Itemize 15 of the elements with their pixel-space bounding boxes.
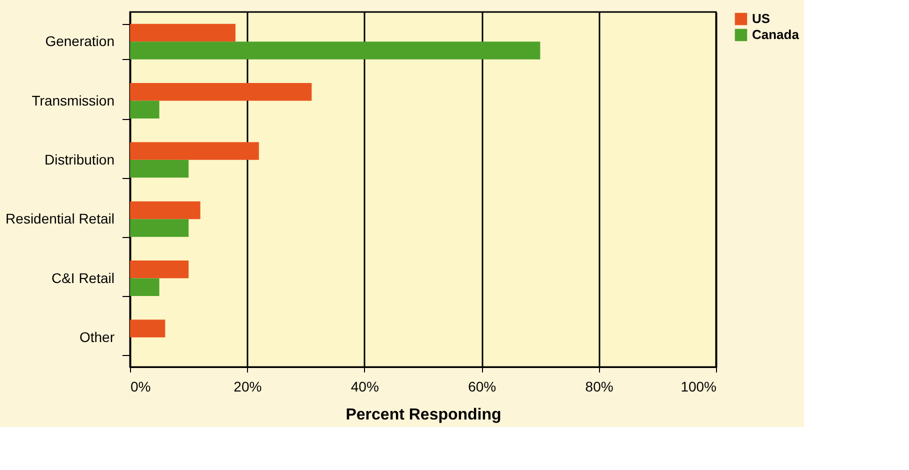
x-tick-label: 80% <box>585 378 614 394</box>
y-tick-label: Residential Retail <box>6 210 114 227</box>
y-tick-label: Generation <box>45 33 114 50</box>
legend-label: Canada <box>752 27 800 42</box>
y-tick-label: Transmission <box>32 92 114 108</box>
x-tick-label: 20% <box>234 378 262 394</box>
y-tick-label: Distribution <box>44 151 114 168</box>
x-tick-label: 60% <box>468 378 496 394</box>
x-tick-label: 40% <box>350 378 379 394</box>
y-tick-label: Other <box>79 328 115 345</box>
y-tick-label: C&I Retail <box>51 270 114 286</box>
x-tick-label: 100% <box>680 378 716 394</box>
x-axis-title: Percent Responding <box>346 406 502 424</box>
legend-label: US <box>752 11 770 26</box>
x-tick-label: 0% <box>130 378 151 394</box>
